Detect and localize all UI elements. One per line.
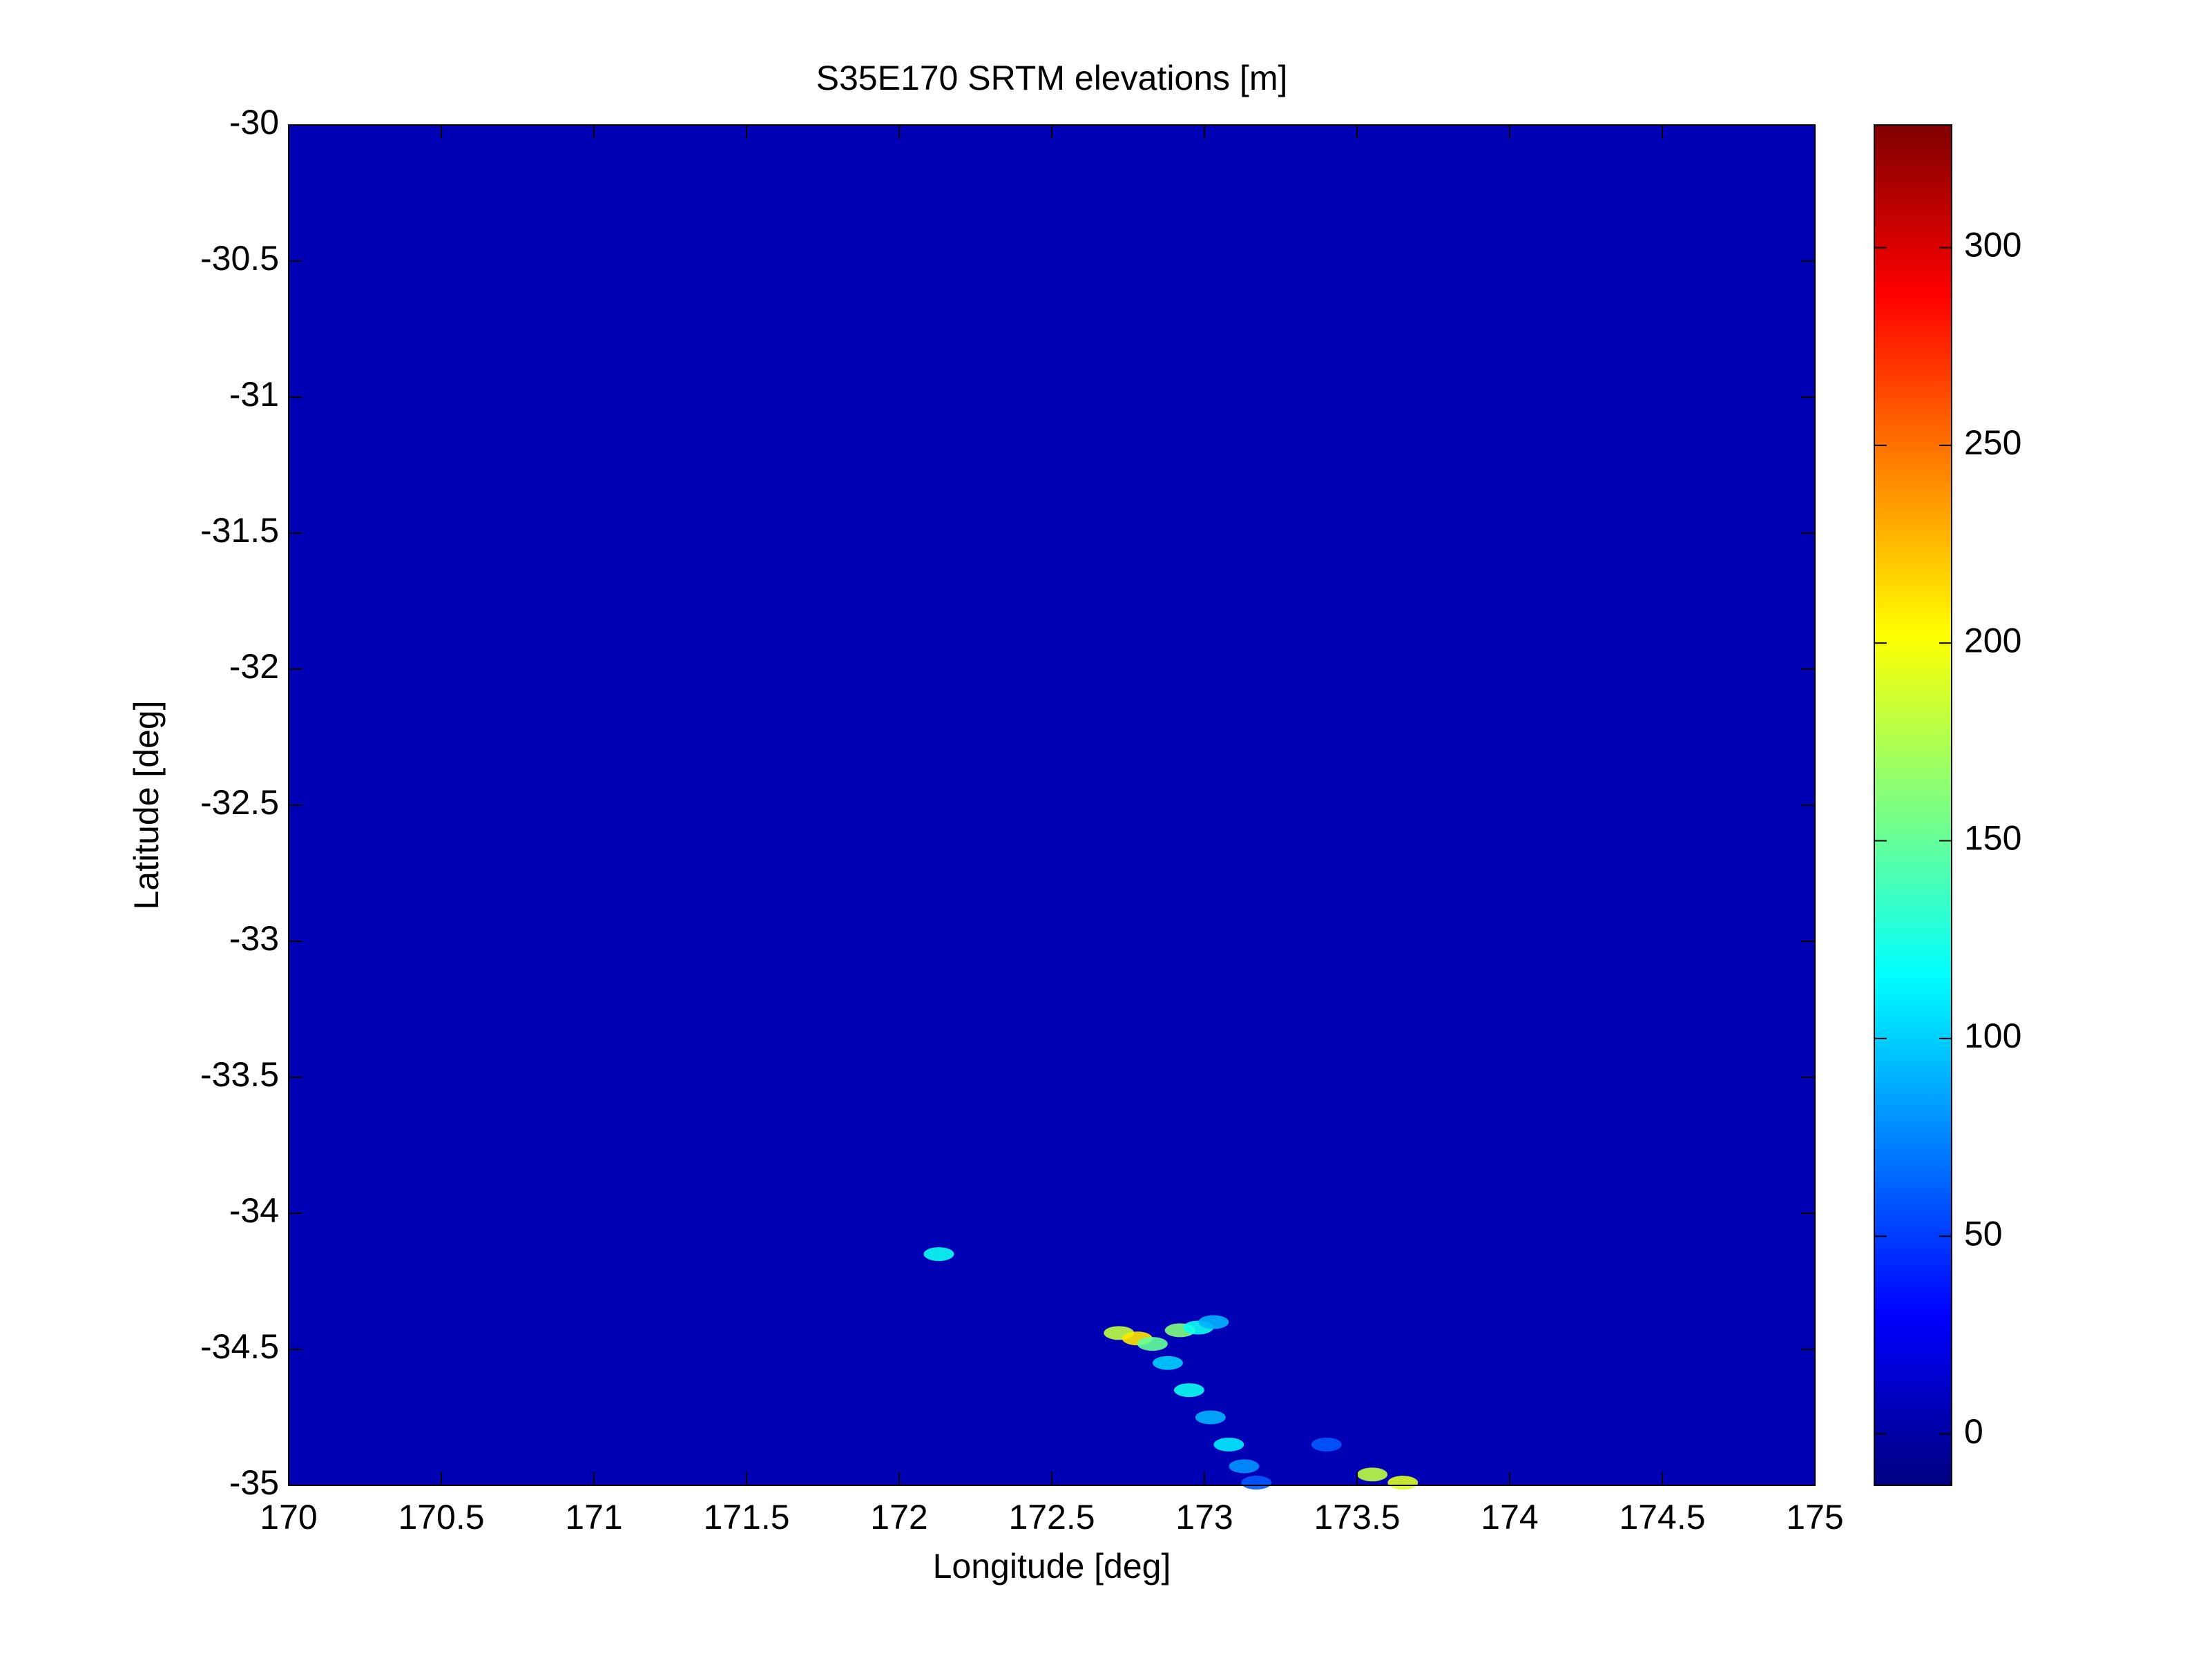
y-tick-label: -32.5: [200, 783, 279, 822]
y-tick-label: -30: [229, 103, 279, 142]
plot-area: [289, 125, 1815, 1485]
colorbar-tick-label: 100: [1964, 1016, 2021, 1055]
elevation-patch: [1195, 1410, 1226, 1425]
x-tick-label: 174.5: [1619, 1498, 1705, 1536]
colorbar-tick-label: 200: [1964, 621, 2021, 659]
x-tick-label: 170.5: [398, 1498, 484, 1536]
colorbar-tick-label: 300: [1964, 226, 2021, 264]
x-tick-label: 173: [1175, 1498, 1233, 1536]
y-tick-label: -31.5: [200, 511, 279, 550]
elevation-patch: [1229, 1459, 1260, 1474]
elevation-patch: [1173, 1383, 1204, 1398]
x-tick-label: 174: [1481, 1498, 1538, 1536]
y-tick-label: -33: [229, 919, 279, 958]
y-tick-label: -33.5: [200, 1055, 279, 1094]
y-tick-label: -30.5: [200, 239, 279, 278]
y-tick-label: -35: [229, 1463, 279, 1502]
x-tick-label: 170: [260, 1498, 317, 1536]
elevation-patch: [1213, 1437, 1244, 1452]
y-tick-label: -34: [229, 1191, 279, 1230]
x-tick-label: 172: [870, 1498, 927, 1536]
colorbar-frame: [1874, 124, 1952, 1486]
x-axis-label: Longitude [deg]: [933, 1547, 1171, 1585]
colorbar-tick-label: 50: [1964, 1214, 2003, 1253]
y-axis-label: Latitude [deg]: [127, 700, 166, 909]
x-tick-label: 171.5: [703, 1498, 789, 1536]
x-tick-label: 171: [565, 1498, 622, 1536]
elevation-patch: [1241, 1476, 1272, 1490]
elevation-patch: [923, 1247, 954, 1262]
x-tick-label: 172.5: [1008, 1498, 1095, 1536]
elevation-patch: [1198, 1315, 1229, 1329]
elevation-patch: [1357, 1467, 1388, 1482]
elevation-patch: [1137, 1337, 1168, 1351]
elevation-patch: [1311, 1437, 1342, 1452]
colorbar-tick-label: 0: [1964, 1412, 1983, 1451]
chart-title: S35E170 SRTM elevations [m]: [816, 59, 1288, 97]
colorbar: [1874, 125, 1952, 1485]
x-tick-label: 175: [1786, 1498, 1843, 1536]
y-tick-label: -32: [229, 647, 279, 686]
elevation-patch: [1387, 1476, 1418, 1490]
colorbar-tick-label: 150: [1964, 819, 2021, 858]
y-tick-label: -34.5: [200, 1327, 279, 1366]
y-tick-label: -31: [229, 375, 279, 414]
x-tick-label: 173.5: [1314, 1498, 1400, 1536]
colorbar-tick-label: 250: [1964, 423, 2021, 462]
elevation-patch: [1152, 1356, 1183, 1370]
